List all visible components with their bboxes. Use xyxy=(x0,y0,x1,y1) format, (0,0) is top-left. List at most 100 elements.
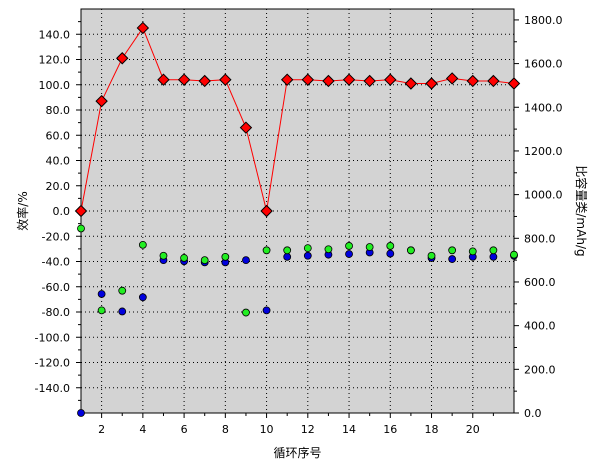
diamond-point xyxy=(260,204,273,218)
left-y-axis-title: 效率/% xyxy=(15,191,30,230)
circle-point xyxy=(407,246,415,255)
left-tick-label: -40.0 xyxy=(42,256,70,269)
circle-point xyxy=(262,246,271,255)
circle-point xyxy=(242,256,250,265)
right-tick-label: 0.0 xyxy=(524,407,542,420)
diamond-point xyxy=(507,77,521,90)
x-axis: 2 4 6 8 10 12 14 16 18 20 xyxy=(80,413,494,436)
diamond-point xyxy=(466,74,479,88)
left-tick-label: -140.0 xyxy=(35,382,70,395)
right-y-axis-title: 比容量类/mAh/g xyxy=(574,165,589,256)
diamond-point xyxy=(384,73,397,86)
diamond-point xyxy=(219,73,232,86)
x-tick-label: 2 xyxy=(98,423,105,436)
diamond-point xyxy=(116,52,129,65)
circle-point xyxy=(386,249,395,258)
right-tick-label: 200.0 xyxy=(524,363,556,376)
circle-point xyxy=(510,250,518,259)
diamond-point xyxy=(425,77,438,90)
circle-point xyxy=(365,243,374,251)
circle-point xyxy=(159,251,168,260)
diamond-point xyxy=(280,73,294,86)
circle-point xyxy=(77,409,85,417)
left-tick-label: -120.0 xyxy=(35,357,70,370)
left-tick-label: 20.0 xyxy=(46,180,71,193)
grid-lines xyxy=(81,9,514,413)
series-2 xyxy=(77,224,518,317)
circle-point xyxy=(448,255,457,263)
circle-point xyxy=(303,244,312,253)
circle-point xyxy=(138,240,147,249)
circle-point xyxy=(324,245,333,254)
circle-point xyxy=(97,306,106,315)
diamond-point xyxy=(136,21,150,35)
right-tick-label: 1600.0 xyxy=(524,58,563,71)
right-tick-label: 600.0 xyxy=(524,276,556,289)
left-y-axis: 140.0 120.0 100.0 80.0 60.0 40.0 20.0 0.0 -20.0 -… xyxy=(35,21,81,401)
x-axis-title: 循环序号 xyxy=(273,445,321,460)
x-tick-label: 18 xyxy=(425,423,439,436)
right-tick-label: 1000.0 xyxy=(524,189,563,202)
circle-point xyxy=(303,251,312,260)
left-tick-label: 120.0 xyxy=(39,54,71,67)
circle-point xyxy=(221,252,230,261)
circle-point xyxy=(200,256,209,265)
left-tick-label: -80.0 xyxy=(42,306,70,319)
left-tick-label: -60.0 xyxy=(42,281,70,294)
diamond-point xyxy=(74,204,88,218)
diamond-point xyxy=(157,73,170,86)
circle-point xyxy=(97,290,106,298)
left-tick-label: 60.0 xyxy=(46,129,71,142)
left-tick-label: 100.0 xyxy=(39,79,71,92)
circle-point xyxy=(468,247,477,256)
series-0 xyxy=(74,21,521,218)
circle-point xyxy=(448,246,457,255)
right-tick-label: 1800.0 xyxy=(524,14,563,27)
circle-point xyxy=(489,252,498,261)
diamond-point xyxy=(95,94,108,108)
x-tick-label: 16 xyxy=(383,423,397,436)
diamond-point xyxy=(342,73,356,86)
circle-point xyxy=(427,251,436,260)
x-tick-label: 8 xyxy=(222,423,229,436)
diamond-point xyxy=(322,74,335,88)
series-line xyxy=(80,26,515,212)
circle-point xyxy=(118,286,127,295)
right-tick-label: 400.0 xyxy=(524,320,556,333)
left-tick-label: 140.0 xyxy=(39,28,71,41)
x-tick-label: 20 xyxy=(466,423,480,436)
x-tick-label: 6 xyxy=(181,423,188,436)
series-layer xyxy=(74,21,521,417)
left-tick-label: -20.0 xyxy=(42,230,70,243)
x-tick-label: 10 xyxy=(260,423,274,436)
circle-point xyxy=(118,307,127,316)
circle-point xyxy=(180,254,188,262)
diamond-point xyxy=(198,74,211,88)
diamond-point xyxy=(239,121,253,134)
x-tick-label: 12 xyxy=(301,423,315,436)
circle-point xyxy=(262,306,271,315)
left-tick-label: 80.0 xyxy=(46,104,71,117)
circle-point xyxy=(242,308,250,317)
left-tick-label: 0.0 xyxy=(53,205,71,218)
circle-point xyxy=(345,242,353,250)
right-tick-label: 1400.0 xyxy=(524,101,563,114)
circle-point xyxy=(345,250,353,258)
x-tick-label: 14 xyxy=(342,423,356,436)
circle-point xyxy=(283,252,292,261)
diamond-point xyxy=(404,77,418,90)
left-tick-label: -100.0 xyxy=(35,331,70,344)
diamond-point xyxy=(363,74,376,88)
right-tick-label: 1200.0 xyxy=(524,145,563,158)
circle-point xyxy=(386,242,395,250)
x-tick-label: 4 xyxy=(139,423,146,436)
left-tick-label: 40.0 xyxy=(46,155,71,168)
circle-point xyxy=(138,293,147,302)
circle-point xyxy=(489,246,498,255)
diamond-point xyxy=(445,72,459,85)
diamond-point xyxy=(177,73,191,86)
diamond-point xyxy=(487,74,500,88)
diamond-point xyxy=(301,73,315,86)
circle-point xyxy=(77,224,85,233)
